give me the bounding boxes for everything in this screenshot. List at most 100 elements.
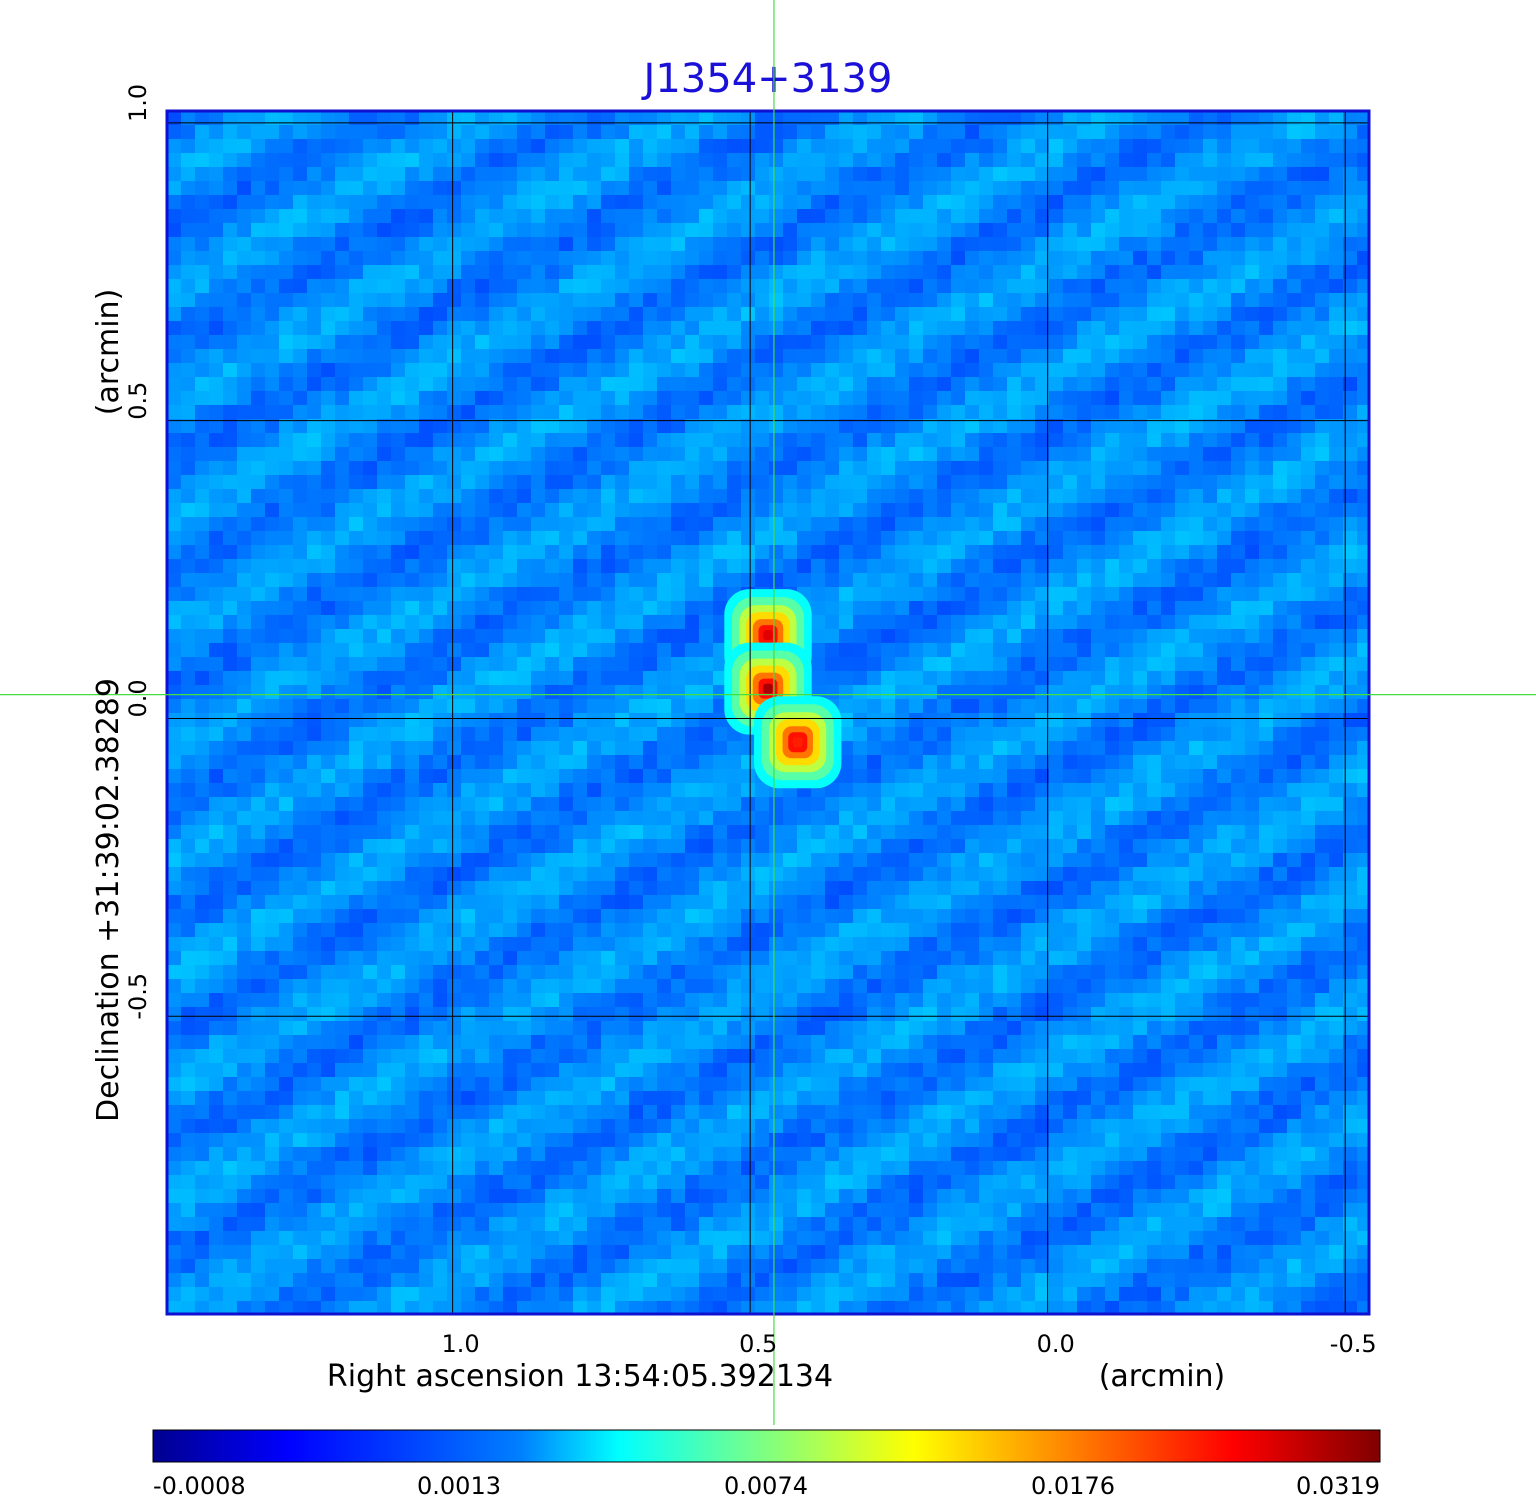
noise-pixel — [377, 503, 391, 517]
noise-pixel — [1217, 475, 1231, 489]
noise-pixel — [699, 545, 713, 559]
noise-pixel — [671, 881, 685, 895]
noise-pixel — [475, 643, 489, 657]
noise-pixel — [475, 363, 489, 377]
noise-pixel — [951, 307, 965, 321]
noise-pixel — [405, 545, 419, 559]
noise-pixel — [769, 573, 783, 587]
noise-pixel — [1273, 853, 1287, 867]
noise-pixel — [1315, 489, 1329, 503]
noise-pixel — [643, 741, 657, 755]
noise-pixel — [1245, 111, 1259, 125]
noise-pixel — [391, 167, 405, 181]
noise-pixel — [1315, 279, 1329, 293]
noise-pixel — [1287, 755, 1301, 769]
noise-pixel — [349, 839, 363, 853]
noise-pixel — [629, 377, 643, 391]
noise-pixel — [1189, 139, 1203, 153]
noise-pixel — [489, 335, 503, 349]
noise-pixel — [727, 909, 741, 923]
noise-pixel — [895, 755, 909, 769]
noise-pixel — [1077, 909, 1091, 923]
noise-pixel — [1161, 307, 1175, 321]
noise-pixel — [237, 755, 251, 769]
noise-pixel — [1301, 797, 1315, 811]
noise-pixel — [1077, 363, 1091, 377]
noise-pixel — [1161, 825, 1175, 839]
noise-pixel — [461, 335, 475, 349]
noise-pixel — [503, 461, 517, 475]
noise-pixel — [573, 517, 587, 531]
noise-pixel — [517, 517, 531, 531]
noise-pixel — [825, 517, 839, 531]
noise-pixel — [1091, 601, 1105, 615]
noise-pixel — [349, 671, 363, 685]
noise-pixel — [1147, 265, 1161, 279]
noise-pixel — [503, 349, 517, 363]
noise-pixel — [1203, 825, 1217, 839]
noise-pixel — [489, 797, 503, 811]
noise-pixel — [433, 223, 447, 237]
noise-pixel — [881, 489, 895, 503]
noise-pixel — [643, 349, 657, 363]
noise-pixel — [1357, 783, 1369, 797]
noise-pixel — [1203, 181, 1217, 195]
noise-pixel — [1119, 139, 1133, 153]
noise-pixel — [643, 909, 657, 923]
noise-pixel — [965, 293, 979, 307]
noise-pixel — [1343, 629, 1357, 643]
noise-pixel — [1259, 349, 1273, 363]
noise-pixel — [377, 601, 391, 615]
noise-pixel — [209, 237, 223, 251]
noise-pixel — [335, 517, 349, 531]
noise-pixel — [601, 419, 615, 433]
noise-pixel — [1077, 223, 1091, 237]
noise-pixel — [1245, 909, 1259, 923]
noise-pixel — [237, 181, 251, 195]
noise-pixel — [265, 223, 279, 237]
noise-pixel — [1175, 811, 1189, 825]
noise-pixel — [1217, 671, 1231, 685]
noise-pixel — [559, 797, 573, 811]
noise-pixel — [839, 713, 853, 727]
noise-pixel — [223, 545, 237, 559]
noise-pixel — [531, 279, 545, 293]
noise-pixel — [335, 881, 349, 895]
noise-pixel — [545, 755, 559, 769]
noise-pixel — [251, 867, 265, 881]
noise-pixel — [419, 573, 433, 587]
noise-pixel — [573, 755, 587, 769]
noise-pixel — [979, 489, 993, 503]
noise-pixel — [951, 251, 965, 265]
noise-pixel — [629, 839, 643, 853]
noise-pixel — [1147, 713, 1161, 727]
noise-pixel — [923, 867, 937, 881]
noise-pixel — [531, 713, 545, 727]
noise-pixel — [1301, 419, 1315, 433]
noise-pixel — [685, 825, 699, 839]
noise-pixel — [195, 615, 209, 629]
noise-pixel — [993, 181, 1007, 195]
noise-pixel — [1007, 153, 1021, 167]
noise-pixel — [1007, 559, 1021, 573]
noise-pixel — [251, 461, 265, 475]
noise-pixel — [629, 531, 643, 545]
noise-pixel — [237, 377, 251, 391]
noise-pixel — [867, 475, 881, 489]
noise-pixel — [1357, 573, 1369, 587]
noise-pixel — [867, 363, 881, 377]
noise-pixel — [1021, 489, 1035, 503]
noise-pixel — [1301, 489, 1315, 503]
noise-pixel — [797, 139, 811, 153]
noise-pixel — [951, 503, 965, 517]
noise-pixel — [1063, 909, 1077, 923]
noise-pixel — [1119, 363, 1133, 377]
noise-pixel — [363, 125, 377, 139]
noise-pixel — [937, 755, 951, 769]
noise-pixel — [1217, 125, 1231, 139]
noise-pixel — [643, 601, 657, 615]
noise-pixel — [937, 377, 951, 391]
noise-pixel — [1175, 867, 1189, 881]
noise-pixel — [251, 825, 265, 839]
noise-pixel — [1049, 167, 1063, 181]
